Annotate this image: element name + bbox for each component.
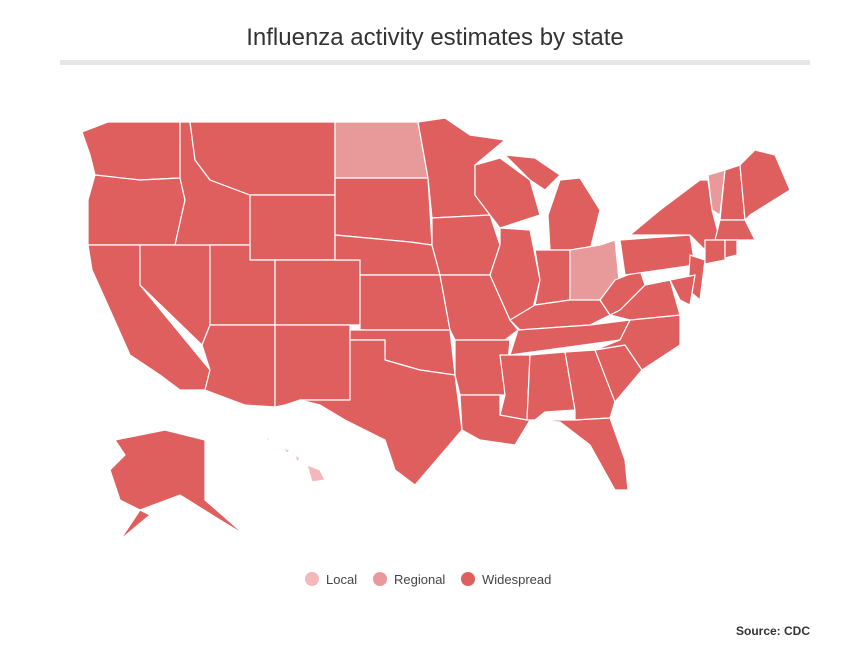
state	[87, 174, 186, 246]
legend-label: Widespread	[482, 572, 551, 587]
legend-label: Regional	[394, 572, 445, 587]
state	[109, 429, 246, 541]
state	[714, 219, 756, 241]
state	[431, 214, 501, 276]
state	[265, 436, 326, 483]
state	[534, 417, 629, 491]
source: Source: CDC	[736, 624, 810, 638]
legend-swatch	[461, 572, 475, 586]
title-rule	[60, 60, 810, 65]
state	[704, 239, 726, 265]
state	[644, 274, 696, 306]
legend-swatch	[305, 572, 319, 586]
state	[334, 121, 429, 179]
map-title: Influenza activity estimates by state	[246, 24, 624, 51]
state	[459, 394, 531, 446]
legend: Local Regional Widespread	[305, 572, 551, 587]
state	[274, 259, 361, 326]
state	[334, 177, 433, 246]
state	[81, 121, 181, 181]
state	[299, 339, 463, 486]
map	[81, 117, 791, 541]
state	[359, 274, 451, 331]
state	[499, 354, 531, 421]
state	[474, 157, 541, 229]
state	[629, 179, 721, 251]
state	[619, 234, 696, 276]
state	[249, 194, 336, 261]
state	[274, 324, 351, 408]
state	[534, 249, 571, 306]
legend-label: Local	[326, 572, 357, 587]
state	[201, 324, 276, 408]
legend-swatch	[373, 572, 387, 586]
state	[739, 149, 791, 221]
state	[724, 239, 738, 259]
